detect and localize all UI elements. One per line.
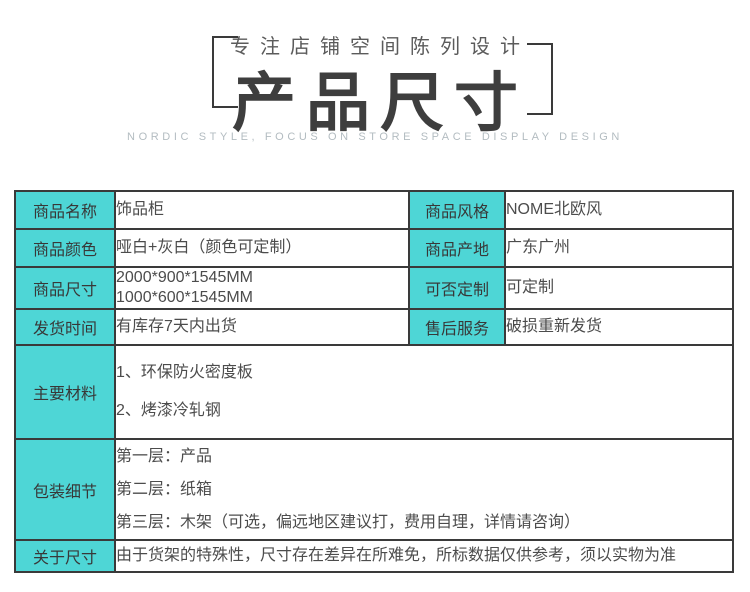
- packaging-line-3: 第三层：木架（可选，偏远地区建议打，费用自理，详情请咨询）: [116, 514, 581, 531]
- spec-label-after-sales: 售后服务: [408, 308, 506, 346]
- spec-value-origin: 广东广州: [504, 228, 734, 268]
- materials-line-1: 1、环保防火密度板: [116, 364, 253, 381]
- table-row: 包装细节 第一层：产品 第二层：纸箱 第三层：木架（可选，偏远地区建议打，费用自…: [14, 438, 734, 541]
- table-row: 发货时间 有库存7天内出货 售后服务 破损重新发货: [14, 308, 734, 346]
- spec-value-packaging: 第一层：产品 第二层：纸箱 第三层：木架（可选，偏远地区建议打，费用自理，详情请…: [114, 438, 734, 541]
- spec-value-materials: 1、环保防火密度板 2、烤漆冷轧钢: [114, 344, 734, 440]
- spec-label-color: 商品颜色: [14, 228, 116, 268]
- spec-label-packaging: 包装细节: [14, 438, 116, 541]
- table-row: 商品颜色 哑白+灰白（颜色可定制） 商品产地 广东广州: [14, 228, 734, 268]
- spec-label-customizable: 可否定制: [408, 266, 506, 310]
- table-row: 商品尺寸 2000*900*1545MM 1000*600*1545MM 可否定…: [14, 266, 734, 310]
- header-subtitle-en: NORDIC STYLE, FOCUS ON STORE SPACE DISPL…: [127, 131, 623, 143]
- spec-label-shipping-time: 发货时间: [14, 308, 116, 346]
- spec-value-about-size: 由于货架的特殊性，尺寸存在差异在所难免，所标数据仅供参考，须以实物为准: [114, 539, 734, 573]
- spec-value-customizable: 可定制: [504, 266, 734, 310]
- page-title: 产品尺寸: [232, 67, 528, 139]
- spec-label-size: 商品尺寸: [14, 266, 116, 310]
- size-line-1: 2000*900*1545MM: [116, 269, 253, 286]
- spec-value-size: 2000*900*1545MM 1000*600*1545MM: [114, 266, 410, 310]
- decor-bracket-right: [527, 43, 553, 115]
- spec-label-origin: 商品产地: [408, 228, 506, 268]
- table-row: 主要材料 1、环保防火密度板 2、烤漆冷轧钢: [14, 344, 734, 440]
- size-line-2: 1000*600*1545MM: [116, 289, 253, 306]
- table-row: 商品名称 饰品柜 商品风格 NOME北欧风: [14, 190, 734, 230]
- header-tagline: 专注店铺空间陈列设计: [230, 36, 530, 58]
- materials-line-2: 2、烤漆冷轧钢: [116, 402, 221, 419]
- spec-label-materials: 主要材料: [14, 344, 116, 440]
- packaging-line-1: 第一层：产品: [116, 448, 213, 465]
- spec-label-style: 商品风格: [408, 190, 506, 230]
- spec-value-color: 哑白+灰白（颜色可定制）: [114, 228, 410, 268]
- spec-value-product-name: 饰品柜: [114, 190, 410, 230]
- spec-value-style: NOME北欧风: [504, 190, 734, 230]
- decor-bracket-left: [212, 36, 238, 108]
- spec-label-about-size: 关于尺寸: [14, 539, 116, 573]
- table-row: 关于尺寸 由于货架的特殊性，尺寸存在差异在所难免，所标数据仅供参考，须以实物为准: [14, 539, 734, 573]
- spec-label-product-name: 商品名称: [14, 190, 116, 230]
- product-spec-table: 商品名称 饰品柜 商品风格 NOME北欧风 商品颜色 哑白+灰白（颜色可定制） …: [14, 190, 734, 573]
- packaging-line-2: 第二层：纸箱: [116, 481, 213, 498]
- spec-value-shipping-time: 有库存7天内出货: [114, 308, 410, 346]
- spec-value-after-sales: 破损重新发货: [504, 308, 734, 346]
